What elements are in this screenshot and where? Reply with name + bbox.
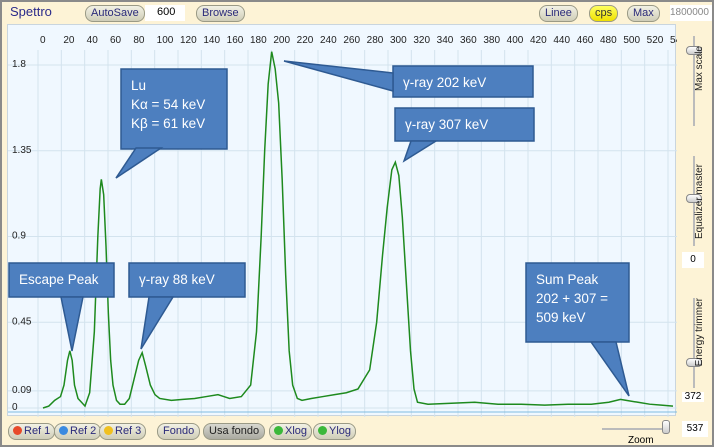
- x-tick-label: 220: [297, 35, 314, 46]
- ylog-button[interactable]: Ylog: [313, 423, 357, 440]
- usa-fondo-button[interactable]: Usa fondo: [203, 423, 266, 440]
- x-tick-label: 540: [670, 35, 677, 46]
- g307-callout-pointer: [402, 140, 439, 163]
- autosave-button[interactable]: AutoSave: [85, 5, 145, 22]
- max-value[interactable]: 1800000: [670, 5, 712, 21]
- x-tick-label: 120: [180, 35, 197, 46]
- x-tick-label: 440: [553, 35, 570, 46]
- lu-callout-text: Kα = 54 keV: [131, 97, 205, 112]
- energy-trimmer-thumb[interactable]: [686, 358, 702, 367]
- zoom-thumb[interactable]: [662, 420, 670, 434]
- equalizer-label: Equalizer master: [694, 164, 705, 240]
- x-tick-label: 200: [273, 35, 290, 46]
- x-tick-label: 0: [40, 35, 46, 46]
- y-tick-label: 0.09: [12, 385, 32, 396]
- x-tick-label: 300: [390, 35, 407, 46]
- max-button[interactable]: Max: [627, 5, 660, 22]
- x-tick-label: 40: [87, 35, 99, 46]
- y-tick-label: 1.8: [12, 59, 26, 70]
- x-tick-label: 260: [343, 35, 360, 46]
- lu-callout-text: Lu: [131, 78, 146, 93]
- max-scale-slider[interactable]: Max scale: [680, 28, 708, 138]
- ref3-label: Ref 3: [115, 425, 142, 437]
- g88-callout-pointer: [140, 296, 175, 350]
- fondo-button[interactable]: Fondo: [157, 423, 201, 440]
- x-tick-label: 360: [460, 35, 477, 46]
- max-scale-thumb[interactable]: [686, 46, 702, 55]
- x-tick-label: 100: [157, 35, 174, 46]
- g202-callout-text: γ-ray 202 keV: [403, 75, 486, 90]
- max-scale-label: Max scale: [694, 46, 705, 92]
- sum-callout-text: 202 + 307 =: [536, 291, 608, 306]
- autosave-interval-input[interactable]: 600: [145, 5, 185, 21]
- ref3-button[interactable]: Ref 3: [99, 423, 147, 440]
- g88-callout-box: [128, 262, 246, 298]
- window-title: Spettro: [10, 4, 52, 19]
- y-tick-label: 0: [12, 402, 18, 413]
- lu-callout-box: [120, 68, 228, 150]
- x-tick-label: 400: [507, 35, 524, 46]
- x-tick-label: 20: [63, 35, 75, 46]
- cps-button[interactable]: cps: [589, 5, 619, 22]
- zoom-label: Zoom: [628, 435, 654, 446]
- x-tick-label: 420: [530, 35, 547, 46]
- x-tick-label: 320: [413, 35, 430, 46]
- escape-callout-text: Escape Peak: [19, 272, 99, 287]
- xlog-led-icon: [274, 426, 283, 435]
- energy-trimmer-label: Energy trimmer: [694, 298, 705, 367]
- equalizer-thumb[interactable]: [686, 194, 702, 203]
- energy-trimmer-value[interactable]: 372: [682, 392, 704, 402]
- spectrum-line: [42, 51, 674, 409]
- x-tick-label: 80: [133, 35, 145, 46]
- x-tick-label: 520: [647, 35, 664, 46]
- g307-callout-box: [394, 107, 535, 142]
- ref2-label: Ref 2: [70, 425, 97, 437]
- ylog-led-icon: [318, 426, 327, 435]
- xlog-label: Xlog: [285, 425, 308, 437]
- x-tick-label: 160: [227, 35, 244, 46]
- x-tick-label: 480: [600, 35, 617, 46]
- y-tick-label: 0.45: [12, 316, 32, 327]
- x-tick-label: 500: [623, 35, 640, 46]
- x-tick-label: 60: [110, 35, 122, 46]
- escape-callout-box: [8, 262, 115, 298]
- x-tick-label: 380: [483, 35, 500, 46]
- linee-button[interactable]: Linee: [539, 5, 578, 22]
- zoom-slider[interactable]: [602, 428, 670, 430]
- equalizer-slider[interactable]: Equalizer master: [680, 150, 708, 250]
- lu-callout-pointer: [115, 147, 164, 179]
- sum-callout-box: [525, 262, 630, 343]
- ref3-led-icon: [104, 426, 113, 435]
- spectrum-plot: 0 20 40 60 80 100 120 140 160 180 200 220 240 260 280 3…: [7, 24, 687, 417]
- spectrum-chart: 0 20 40 60 80 100 120 140 160 180 200 220 240 260 280 3…: [8, 35, 687, 417]
- ref1-label: Ref 1: [24, 425, 51, 437]
- lu-callout-text: Kβ = 61 keV: [131, 116, 205, 131]
- y-tick-label: 0.9: [12, 231, 26, 242]
- energy-trimmer-slider[interactable]: Energy trimmer: [680, 292, 708, 392]
- sum-callout-pointer: [589, 341, 630, 397]
- escape-callout-pointer: [60, 296, 84, 352]
- ref1-button[interactable]: Ref 1: [8, 423, 56, 440]
- y-tick-label: 1.35: [12, 145, 32, 156]
- x-tick-label: 460: [577, 35, 594, 46]
- x-tick-label: 140: [203, 35, 220, 46]
- x-tick-label: 340: [437, 35, 454, 46]
- g88-callout-text: γ-ray 88 keV: [139, 272, 215, 287]
- browse-button[interactable]: Browse: [196, 5, 245, 22]
- sum-callout-text: Sum Peak: [536, 272, 599, 287]
- xlog-button[interactable]: Xlog: [269, 423, 313, 440]
- equalizer-value[interactable]: 0: [682, 252, 704, 268]
- zoom-value[interactable]: 537: [682, 421, 708, 437]
- ref2-button[interactable]: Ref 2: [54, 423, 102, 440]
- g307-callout-text: γ-ray 307 keV: [405, 117, 488, 132]
- ref1-led-icon: [13, 426, 22, 435]
- g202-callout-pointer: [283, 60, 394, 92]
- ref2-led-icon: [59, 426, 68, 435]
- x-tick-label: 240: [320, 35, 337, 46]
- sum-callout-text: 509 keV: [536, 310, 586, 325]
- x-tick-label: 280: [367, 35, 384, 46]
- ylog-label: Ylog: [329, 425, 352, 437]
- x-tick-label: 180: [250, 35, 267, 46]
